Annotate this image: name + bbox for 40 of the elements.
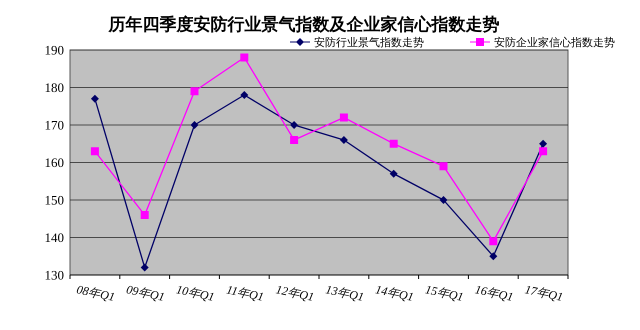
legend-label: 安防行业景气指数走势 (314, 36, 424, 49)
legend-label: 安防企业家信心指数走势 (494, 36, 615, 49)
y-tick-label: 160 (44, 155, 64, 170)
x-tick-label: 15年Q1 (424, 282, 465, 304)
point (440, 162, 448, 170)
point (390, 170, 398, 178)
point (489, 252, 498, 260)
x-tick-label: 13年Q1 (324, 282, 366, 304)
point (290, 136, 298, 144)
point (539, 140, 548, 148)
point (340, 136, 348, 144)
point (190, 87, 198, 96)
point (539, 147, 548, 156)
point (90, 94, 99, 103)
point (390, 140, 398, 148)
x-tick-label: 10年Q1 (174, 282, 216, 304)
point (240, 91, 248, 99)
x-tick-label: 14年Q1 (374, 282, 415, 304)
y-tick-label: 180 (44, 80, 64, 96)
y-tick-label: 170 (44, 118, 64, 133)
y-tick-label: 140 (44, 230, 64, 246)
point (489, 237, 498, 246)
point (290, 121, 298, 129)
chart-title: 历年四季度安防行业景气指数及企业家信心指数走势 (108, 15, 500, 34)
x-tick-label: 11年Q1 (225, 282, 266, 304)
x-tick-label: 16年Q1 (474, 282, 514, 304)
y-tick-label: 150 (44, 192, 64, 208)
point (440, 196, 448, 204)
point (240, 54, 248, 62)
y-tick-label: 190 (44, 42, 64, 58)
point (340, 114, 348, 122)
x-tick-label: 09年Q1 (125, 282, 166, 304)
point (140, 264, 149, 272)
x-tick-label: 17年Q1 (524, 282, 564, 304)
point (140, 211, 149, 219)
x-tick-label: 12年Q1 (274, 282, 316, 304)
point (190, 121, 198, 129)
point (90, 147, 99, 156)
y-tick-label: 130 (44, 268, 64, 283)
x-tick-label: 08年Q1 (75, 282, 116, 304)
